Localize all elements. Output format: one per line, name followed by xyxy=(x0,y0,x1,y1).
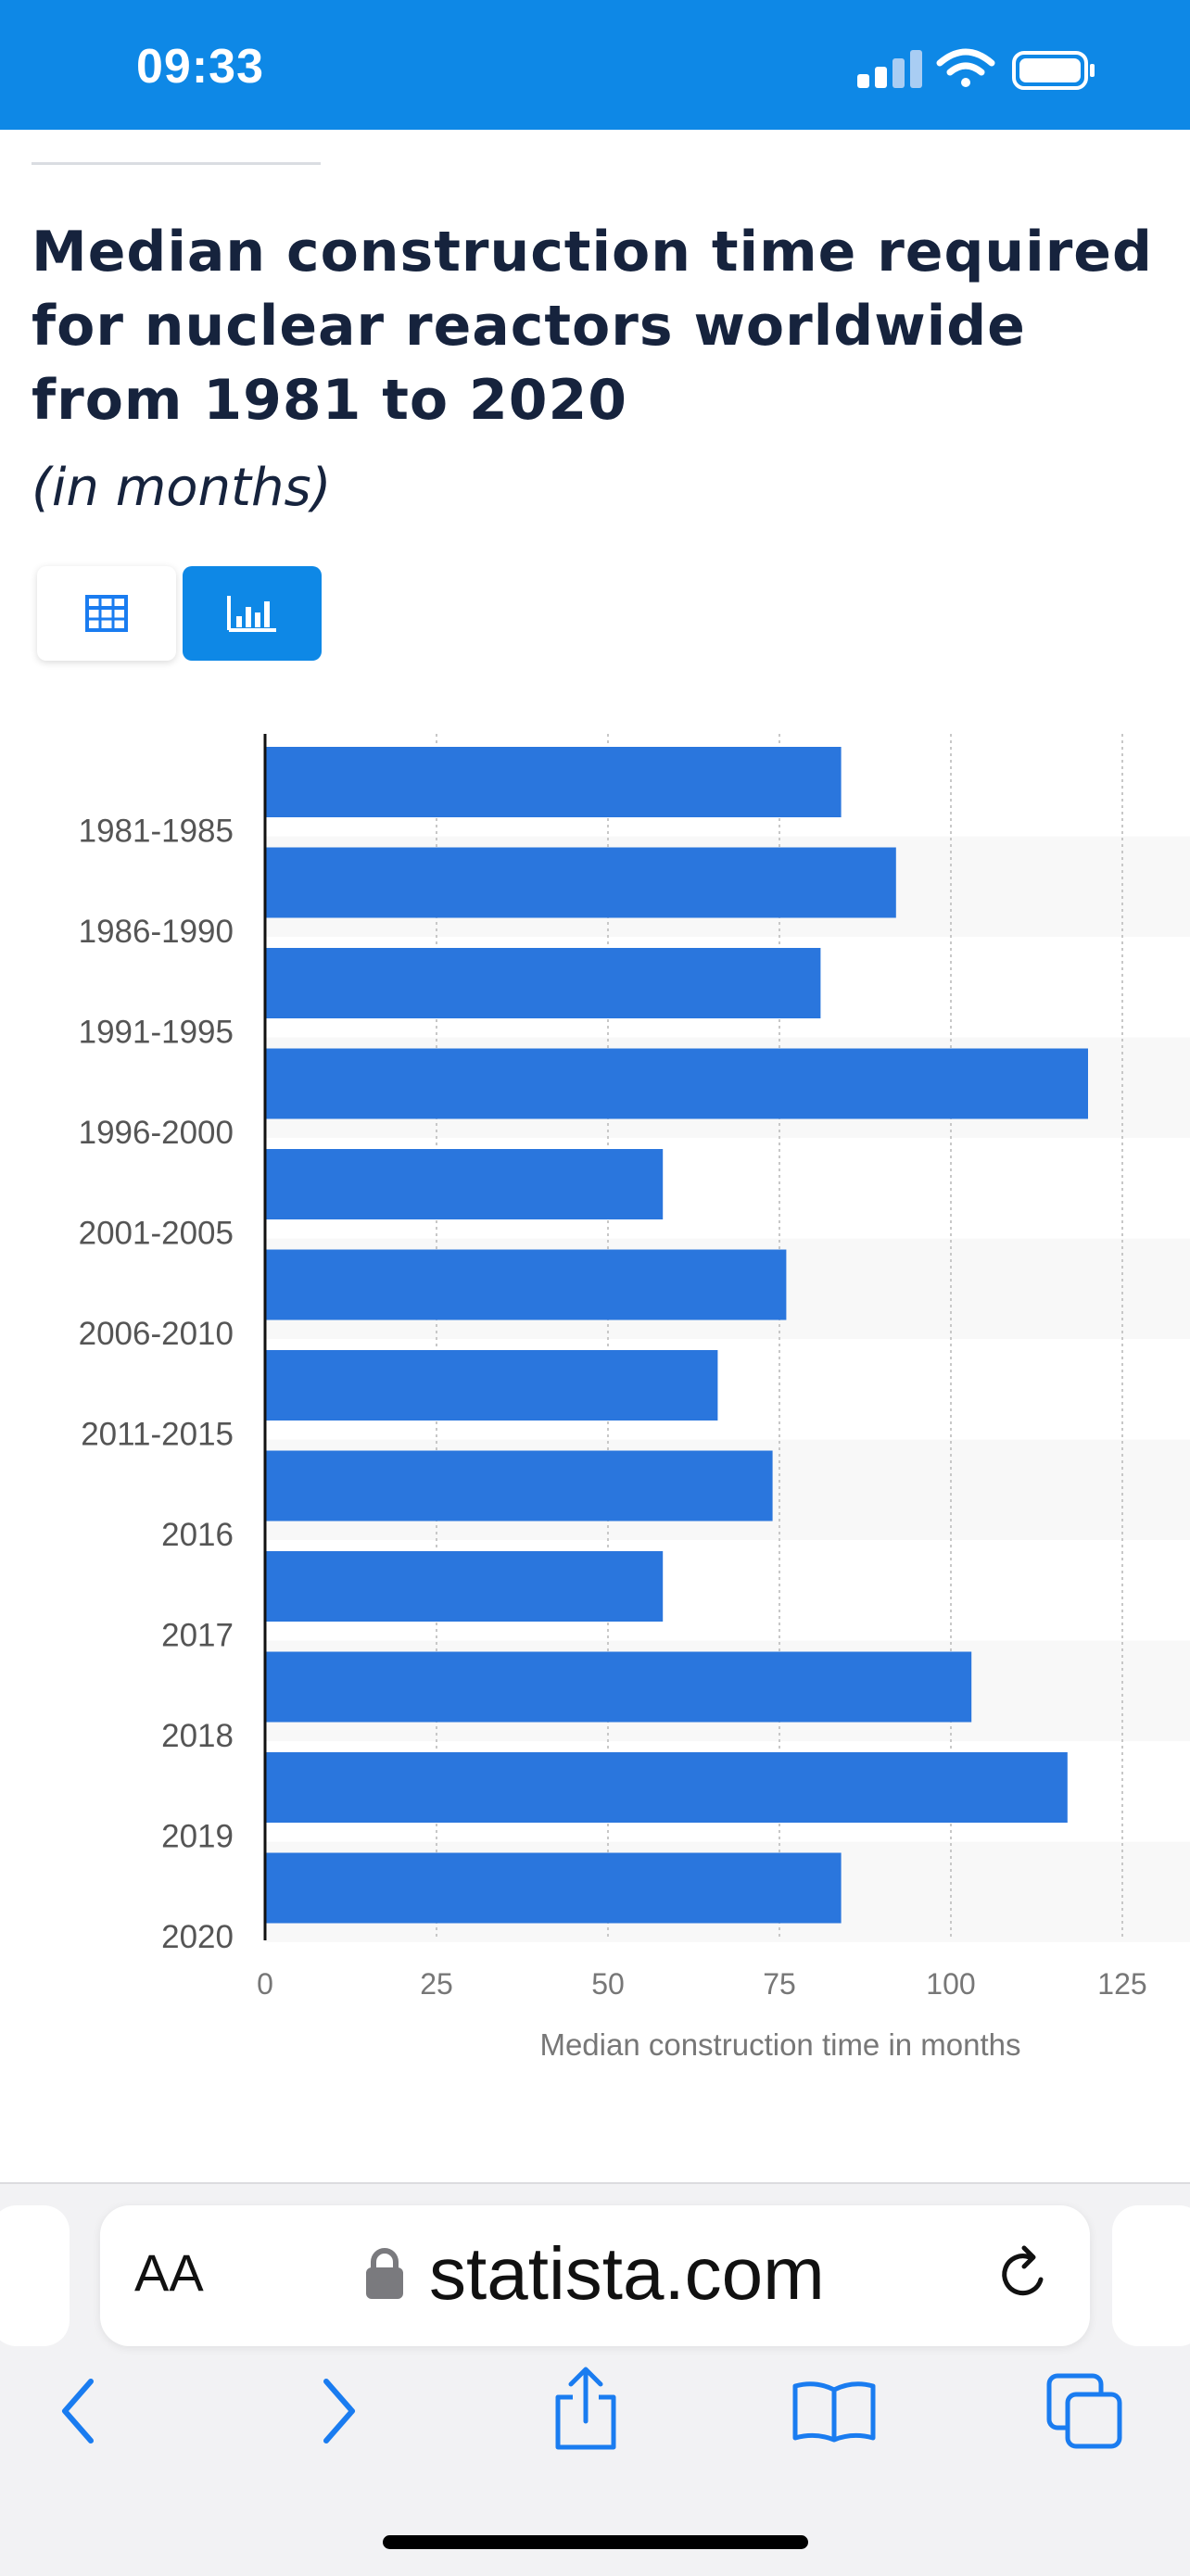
bar-2018 xyxy=(265,1651,972,1723)
bar-1981-1985 xyxy=(265,747,842,817)
x-axis-title: Median construction time in months xyxy=(539,2027,1020,2062)
bar-2006-2010 xyxy=(265,1249,787,1320)
table-icon xyxy=(85,595,128,632)
x-tick-label: 25 xyxy=(420,1967,453,2001)
table-view-button[interactable] xyxy=(37,566,176,661)
category-label: 2006-2010 xyxy=(79,1316,234,1352)
category-label: 1991-1995 xyxy=(79,1015,234,1051)
bar-1996-2000 xyxy=(265,1048,1088,1119)
tabs-icon[interactable] xyxy=(1045,2372,1125,2452)
category-label: 2019 xyxy=(161,1819,234,1855)
bar-1986-1990 xyxy=(265,847,896,918)
cellular-signal-icon xyxy=(857,50,922,88)
text-size-label: AA xyxy=(134,2243,204,2302)
bar-2019 xyxy=(265,1752,1068,1823)
address-bar[interactable] xyxy=(100,2205,1090,2346)
text-size-button[interactable]: AA xyxy=(134,2242,204,2303)
status-icons xyxy=(857,48,1095,90)
chart-view-button[interactable] xyxy=(183,566,322,661)
category-label: 1981-1985 xyxy=(79,814,234,850)
category-label: 2017 xyxy=(161,1618,234,1654)
category-label: 2011-2015 xyxy=(81,1417,234,1453)
wifi-icon xyxy=(936,48,995,87)
next-tab-preview[interactable] xyxy=(1112,2205,1190,2346)
url-domain[interactable]: statista.com xyxy=(429,2232,825,2315)
category-label: 2020 xyxy=(161,1919,234,1955)
battery-icon xyxy=(1012,51,1095,90)
forward-icon[interactable] xyxy=(315,2374,361,2448)
status-time: 09:33 xyxy=(136,40,264,94)
category-label: 1986-1990 xyxy=(79,914,234,950)
chart-subtitle: (in months) xyxy=(32,458,332,518)
bar-2020 xyxy=(265,1852,842,1924)
bar-2016 xyxy=(265,1450,773,1522)
back-icon[interactable] xyxy=(56,2374,102,2448)
x-tick-label: 100 xyxy=(926,1967,975,2001)
bar-2011-2015 xyxy=(265,1350,718,1421)
bar-2001-2005 xyxy=(265,1149,664,1219)
bar-1991-1995 xyxy=(265,948,821,1018)
previous-tab-preview[interactable] xyxy=(0,2205,70,2346)
x-tick-label: 125 xyxy=(1097,1967,1146,2001)
page-title: Median construction time required for nu… xyxy=(32,220,1153,433)
x-tick-label: 75 xyxy=(763,1967,796,2001)
bar-2017 xyxy=(265,1551,664,1622)
bookmarks-icon[interactable] xyxy=(791,2379,877,2443)
bar-chart-icon xyxy=(227,596,276,632)
share-icon[interactable] xyxy=(551,2366,621,2453)
category-label: 2016 xyxy=(161,1517,234,1553)
divider xyxy=(32,162,321,165)
reload-icon[interactable] xyxy=(996,2244,1052,2304)
bar-chart: 1981-1985 1986-1990 1991-1995 1996-2000 2001… xyxy=(79,734,1190,2062)
home-indicator xyxy=(383,2535,808,2549)
category-label: 2018 xyxy=(161,1718,234,1754)
category-label: 1996-2000 xyxy=(79,1115,234,1151)
status-bar: 09:33 xyxy=(0,0,1190,130)
x-tick-label: 0 xyxy=(257,1967,273,2001)
x-tick-label: 50 xyxy=(591,1967,625,2001)
lock-icon xyxy=(366,2248,403,2299)
category-label: 2001-2005 xyxy=(79,1216,234,1252)
